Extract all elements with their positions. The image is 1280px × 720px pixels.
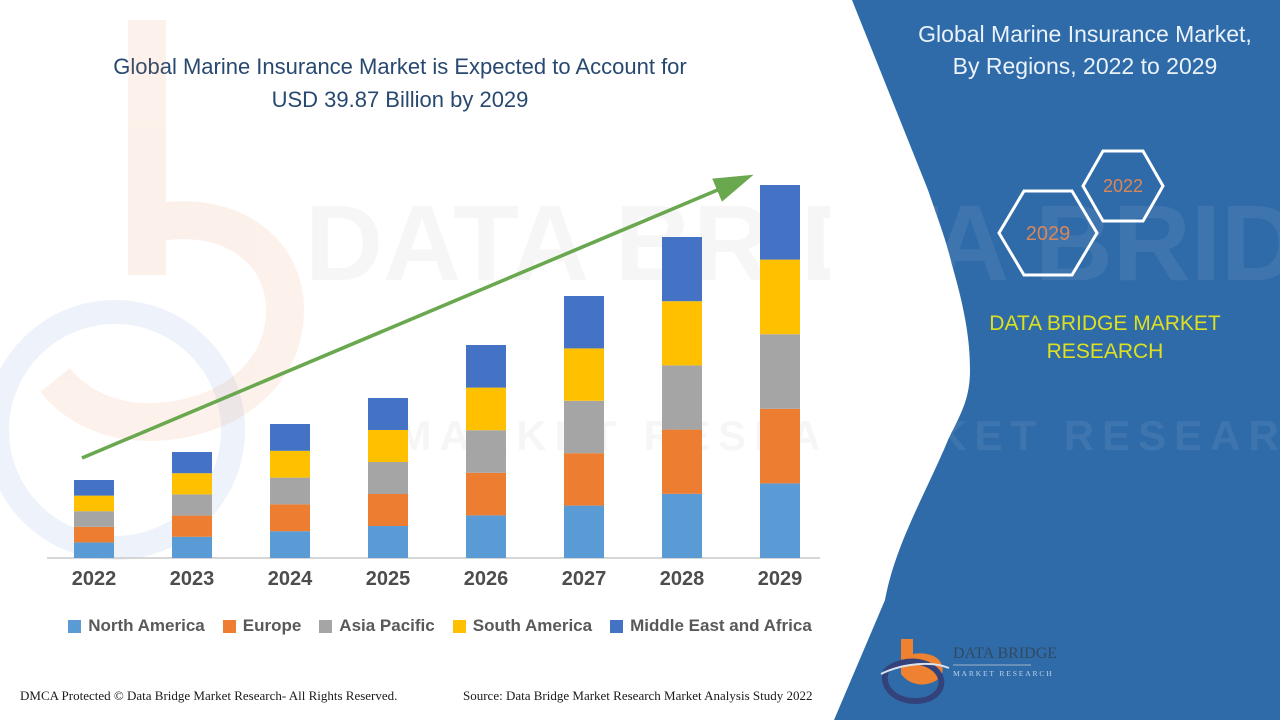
svg-text:2026: 2026	[464, 568, 509, 590]
svg-text:2024: 2024	[268, 568, 313, 590]
svg-text:DATA BRIDGE: DATA BRIDGE	[953, 645, 1057, 662]
svg-text:2023: 2023	[170, 568, 215, 590]
svg-text:2029: 2029	[758, 568, 803, 590]
svg-text:2027: 2027	[562, 568, 607, 590]
svg-text:2025: 2025	[366, 568, 411, 590]
svg-text:DATA BRIDGE: DATA BRIDGE	[305, 182, 830, 303]
svg-text:MARKET RESEARCH: MARKET RESEARCH	[953, 669, 1054, 678]
svg-text:2028: 2028	[660, 568, 705, 590]
svg-text:2022: 2022	[72, 568, 117, 590]
